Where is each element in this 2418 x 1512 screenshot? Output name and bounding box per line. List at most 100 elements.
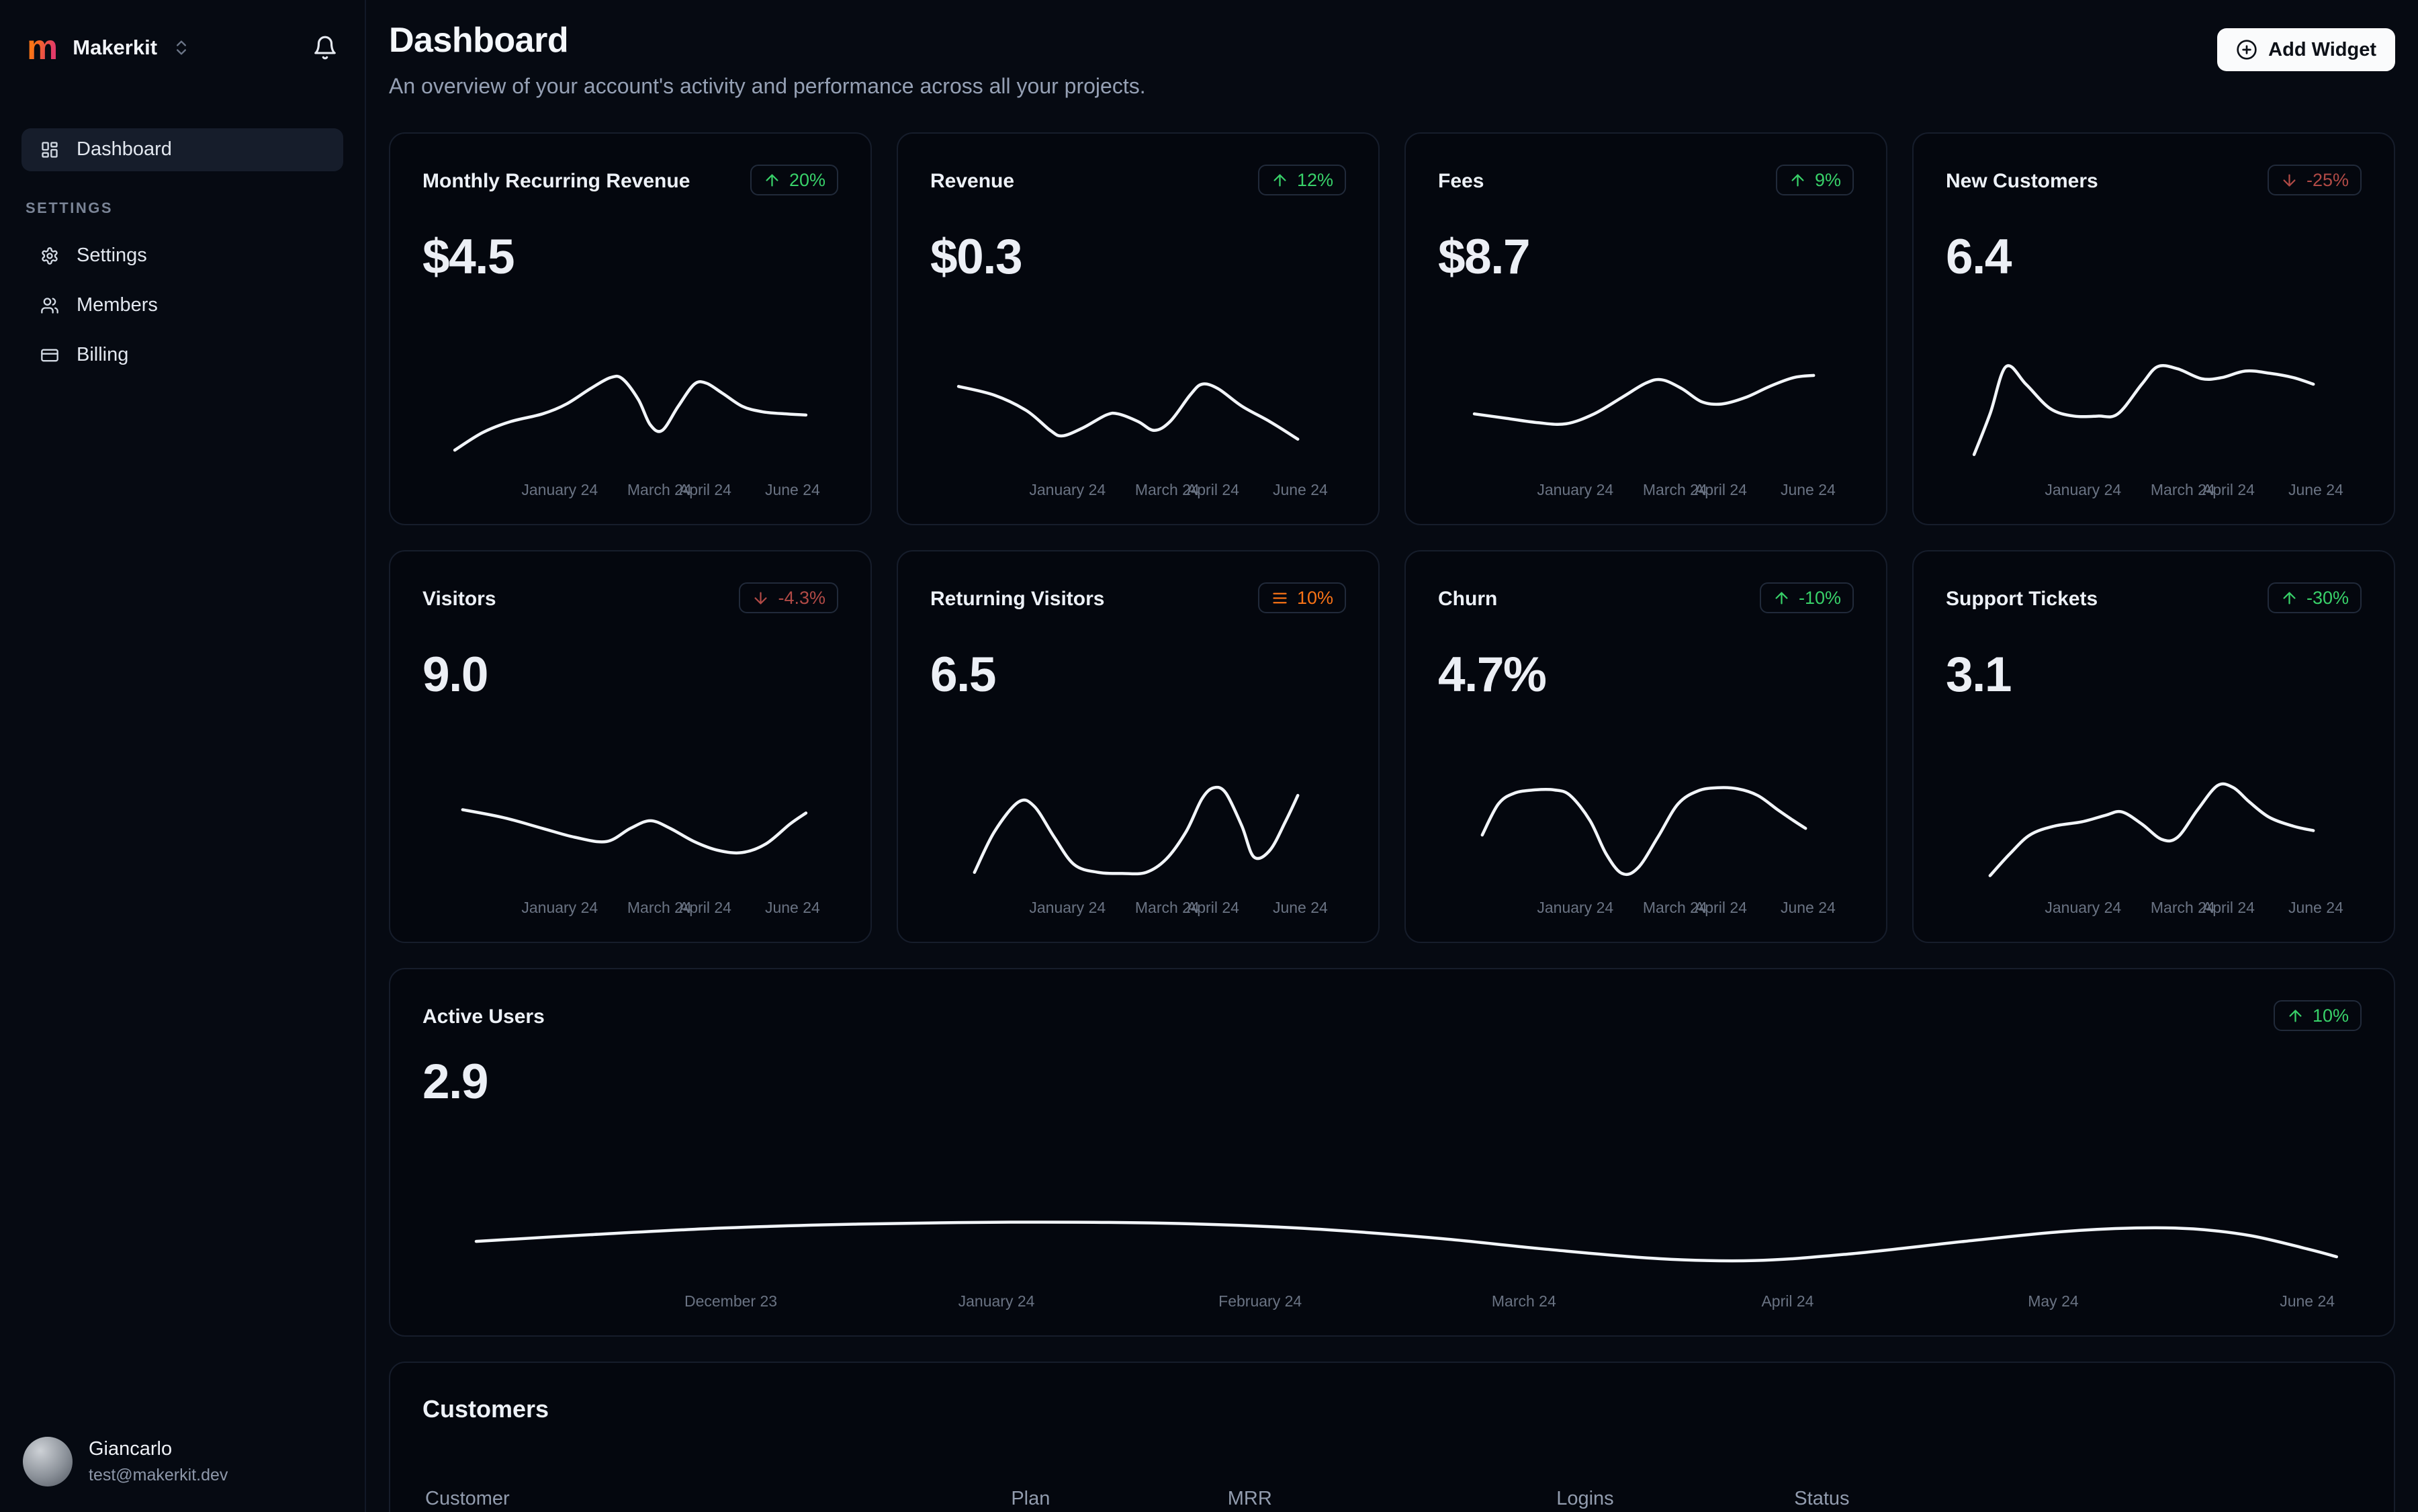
sidebar-item-label: Dashboard	[77, 138, 172, 161]
line-chart	[1946, 759, 2362, 893]
main-content: Dashboard An overview of your account's …	[366, 0, 2418, 1512]
x-axis-label: January 24	[521, 899, 598, 916]
x-axis: December 23 January 24 February 24 March 24…	[422, 1292, 2362, 1315]
x-axis: January 24 March 24 April 24 June 24	[1946, 899, 2362, 922]
x-axis-label: January 24	[521, 481, 598, 498]
user-menu[interactable]: Giancarlo test@makerkit.dev	[23, 1437, 228, 1486]
x-axis-label: April 24	[1694, 899, 1747, 916]
column-header-customer: Customer	[425, 1488, 510, 1509]
metric-chart: January 24 March 24 April 24 June 24	[422, 759, 838, 942]
chevrons-up-down-icon	[177, 40, 187, 55]
line-chart	[1438, 759, 1854, 893]
circle-plus-icon	[2237, 40, 2257, 60]
metric-chart: January 24 March 24 April 24 June 24	[930, 341, 1346, 524]
users-icon	[41, 298, 58, 314]
column-header-mrr: MRR	[1227, 1488, 1272, 1509]
trend-badge: -25%	[2267, 165, 2362, 195]
metric-title: Fees	[1438, 170, 1484, 192]
metric-card: Churn -10% 4.7% January 24 March 24 April …	[1404, 550, 1887, 943]
x-axis-label: March 24	[2150, 481, 2215, 498]
x-axis-label: June 24	[2288, 899, 2343, 916]
x-axis-label: March 24	[1642, 481, 1707, 498]
sidebar: m Makerkit Dashboard SETTINGS Settings M…	[0, 0, 366, 1512]
line-chart	[422, 341, 838, 476]
column-header-status: Status	[1794, 1488, 1850, 1509]
trend-badge: 10%	[1257, 582, 1346, 613]
dashboard-icon	[42, 142, 58, 158]
metric-title: Churn	[1438, 588, 1498, 610]
sidebar-nav: Dashboard SETTINGS Settings Members Bill…	[21, 128, 343, 377]
notifications-button[interactable]	[312, 35, 338, 60]
trend-badge: 10%	[2273, 1000, 2362, 1031]
arrow-down-icon	[2283, 174, 2296, 186]
metric-chart: January 24 March 24 April 24 June 24	[1946, 341, 2362, 524]
metric-chart: January 24 March 24 April 24 June 24	[1438, 341, 1854, 524]
x-axis-label: January 24	[2045, 481, 2122, 498]
customers-table-header: Customer Plan MRR Logins Status	[422, 1488, 2362, 1512]
x-axis-label: January 24	[958, 1292, 1035, 1310]
arrow-up-icon	[1273, 174, 1286, 186]
metric-chart: January 24 March 24 April 24 June 24	[930, 759, 1346, 942]
workspace-selector[interactable]: m Makerkit	[27, 30, 191, 65]
customers-title: Customers	[422, 1395, 549, 1423]
x-axis-label: June 24	[1272, 899, 1328, 916]
arrow-up-icon	[2289, 1010, 2302, 1022]
x-axis: January 24 March 24 April 24 June 24	[422, 481, 838, 504]
line-chart	[422, 1173, 2362, 1287]
trend-value: 10%	[2312, 1005, 2349, 1026]
x-axis-label: April 24	[678, 481, 731, 498]
sidebar-item-label: Members	[77, 294, 158, 316]
metrics-grid: Monthly Recurring Revenue 20% $4.5 Janua…	[389, 132, 2395, 943]
sidebar-item-settings[interactable]: Settings	[21, 234, 343, 277]
column-header-plan: Plan	[1011, 1488, 1050, 1509]
arrow-up-icon	[1775, 592, 1788, 604]
metric-chart: January 24 March 24 April 24 June 24	[1946, 759, 2362, 942]
metric-card: New Customers -25% 6.4 January 24 March 2…	[1912, 132, 2395, 525]
sidebar-item-members[interactable]: Members	[21, 284, 343, 327]
add-widget-button[interactable]: Add Widget	[2217, 28, 2395, 71]
x-axis-label: January 24	[1537, 899, 1614, 916]
avatar	[23, 1437, 73, 1486]
trend-value: -25%	[2306, 169, 2349, 190]
x-axis-label: March 24	[1134, 899, 1200, 916]
metric-title: Monthly Recurring Revenue	[422, 170, 690, 192]
sidebar-header: m Makerkit	[21, 27, 343, 65]
metric-value: $4.5	[422, 230, 515, 284]
x-axis-label: June 24	[1272, 481, 1328, 498]
x-axis-label: June 24	[2280, 1292, 2335, 1310]
line-chart	[1946, 341, 2362, 476]
sidebar-item-label: Billing	[77, 344, 129, 366]
user-name: Giancarlo	[89, 1438, 173, 1460]
page-title: Dashboard	[389, 21, 569, 60]
gear-icon	[42, 247, 58, 265]
metric-title: New Customers	[1946, 170, 2098, 192]
x-axis: January 24 March 24 April 24 June 24	[422, 899, 838, 922]
x-axis-label: March 24	[1134, 481, 1200, 498]
x-axis-label: April 24	[1694, 481, 1747, 498]
trend-value: -30%	[2306, 587, 2349, 608]
metric-value: $0.3	[930, 230, 1023, 284]
x-axis-label: March 24	[627, 481, 692, 498]
metric-card: Visitors -4.3% 9.0 January 24 March 24 Apr…	[389, 550, 872, 943]
x-axis-label: April 24	[1186, 481, 1239, 498]
sidebar-item-dashboard[interactable]: Dashboard	[21, 128, 343, 171]
page-subtitle: An overview of your account's activity a…	[389, 74, 1146, 98]
trend-badge: 20%	[750, 165, 838, 195]
trend-badge: -4.3%	[739, 582, 838, 613]
x-axis-label: January 24	[2045, 899, 2122, 916]
column-header-logins: Logins	[1556, 1488, 1614, 1509]
credit-card-icon	[41, 349, 58, 362]
x-axis: January 24 March 24 April 24 June 24	[1946, 481, 2362, 504]
x-axis-label: June 24	[764, 481, 820, 498]
sidebar-item-billing[interactable]: Billing	[21, 334, 343, 377]
x-axis-label: April 24	[2202, 481, 2255, 498]
x-axis-label: January 24	[1029, 899, 1106, 916]
x-axis-label: June 24	[764, 899, 820, 916]
x-axis: January 24 March 24 April 24 June 24	[1438, 899, 1854, 922]
trend-badge: -10%	[1759, 582, 1854, 613]
line-chart	[1438, 341, 1854, 476]
metric-chart: January 24 March 24 April 24 June 24	[1438, 759, 1854, 942]
x-axis: January 24 March 24 April 24 June 24	[1438, 481, 1854, 504]
metric-title: Visitors	[422, 588, 496, 610]
x-axis-label: March 24	[1642, 899, 1707, 916]
